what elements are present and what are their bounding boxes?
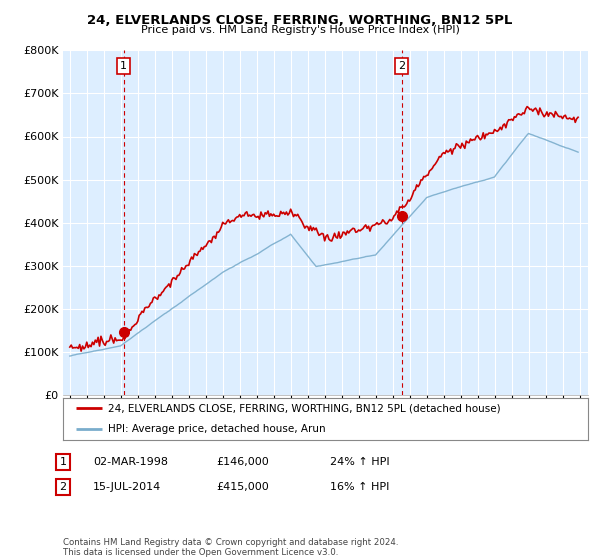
Text: 1: 1	[59, 457, 67, 467]
Text: 2: 2	[398, 60, 406, 71]
Text: 16% ↑ HPI: 16% ↑ HPI	[330, 482, 389, 492]
Text: Contains HM Land Registry data © Crown copyright and database right 2024.
This d: Contains HM Land Registry data © Crown c…	[63, 538, 398, 557]
Text: 24, ELVERLANDS CLOSE, FERRING, WORTHING, BN12 5PL (detached house): 24, ELVERLANDS CLOSE, FERRING, WORTHING,…	[107, 403, 500, 413]
Text: HPI: Average price, detached house, Arun: HPI: Average price, detached house, Arun	[107, 424, 325, 434]
Text: 15-JUL-2014: 15-JUL-2014	[93, 482, 161, 492]
Text: 1: 1	[120, 60, 127, 71]
Text: £415,000: £415,000	[216, 482, 269, 492]
Text: £146,000: £146,000	[216, 457, 269, 467]
Text: 02-MAR-1998: 02-MAR-1998	[93, 457, 168, 467]
Text: 2: 2	[59, 482, 67, 492]
Text: Price paid vs. HM Land Registry's House Price Index (HPI): Price paid vs. HM Land Registry's House …	[140, 25, 460, 35]
Text: 24% ↑ HPI: 24% ↑ HPI	[330, 457, 389, 467]
Text: 24, ELVERLANDS CLOSE, FERRING, WORTHING, BN12 5PL: 24, ELVERLANDS CLOSE, FERRING, WORTHING,…	[88, 14, 512, 27]
